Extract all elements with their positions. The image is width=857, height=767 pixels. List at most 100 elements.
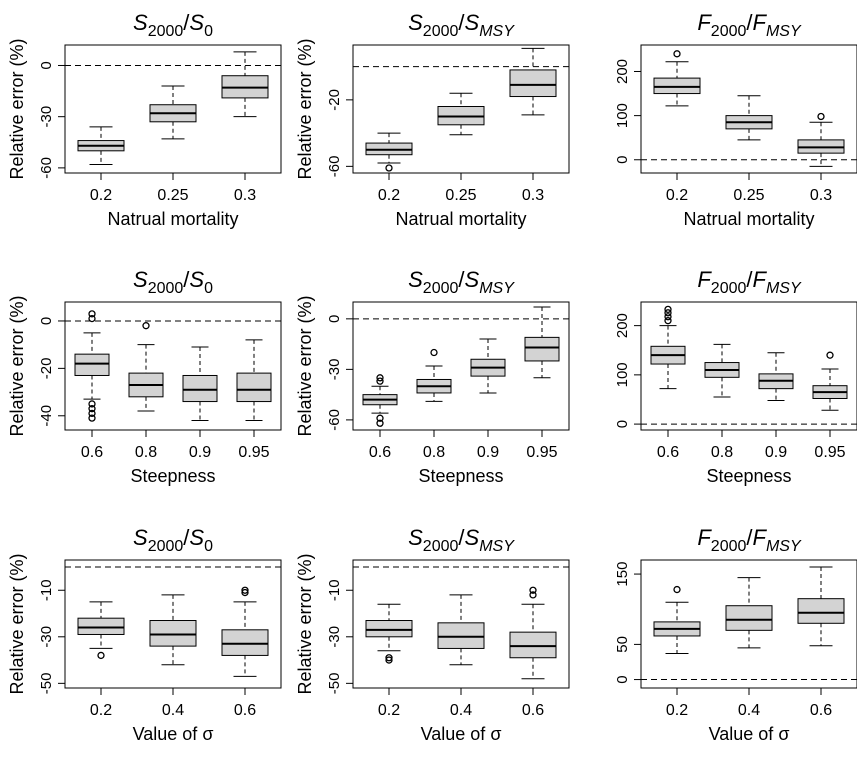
- y-tick-label: 100: [614, 103, 631, 128]
- x-tick-label: 0.4: [162, 702, 184, 719]
- title-sep: /: [183, 10, 190, 35]
- x-axis-label: Steepness: [418, 466, 503, 486]
- x-tick-label: 0.95: [238, 444, 269, 461]
- title-sub1: 2000: [148, 23, 184, 40]
- box-iqr: [437, 622, 485, 649]
- y-axis-label: Relative error (%): [295, 295, 315, 436]
- outlier-point: [241, 586, 249, 594]
- box-iqr: [524, 336, 560, 362]
- box-3: [236, 339, 272, 422]
- y-tick-label: -10: [326, 579, 343, 601]
- title-var: S: [408, 267, 423, 292]
- outlier-point: [529, 591, 537, 599]
- y-tick-label: 0: [614, 420, 631, 428]
- outlier-point: [241, 588, 249, 597]
- box-2: [509, 47, 557, 116]
- x-axis-label: Natrual mortality: [683, 209, 814, 229]
- y-axis-label: Relative error (%): [295, 38, 315, 179]
- outlier-point: [376, 414, 384, 422]
- box-iqr: [74, 353, 110, 376]
- title-var2: F: [753, 10, 768, 35]
- box-1: [704, 343, 740, 398]
- box-iqr: [77, 617, 125, 635]
- x-tick-label: 0.25: [733, 187, 764, 204]
- outlier-point: [529, 586, 537, 594]
- outlier-point: [88, 310, 96, 318]
- title-sep: /: [183, 267, 190, 292]
- panel-title: S2000/SMSY: [408, 267, 515, 297]
- title-sub2: MSY: [766, 280, 802, 297]
- box-iqr: [365, 620, 413, 638]
- title-var: S: [133, 10, 148, 35]
- title-var: F: [697, 525, 712, 550]
- y-axis-label: Relative error (%): [7, 553, 27, 694]
- box-0: [365, 603, 413, 664]
- x-axis-label-text: Steepness: [130, 466, 215, 486]
- title-var2: S: [189, 267, 204, 292]
- box-2: [221, 586, 269, 677]
- y-tick-label: -10: [38, 579, 55, 601]
- x-axis-label-text: Value of: [709, 724, 775, 744]
- x-tick-label: 0.3: [522, 187, 544, 204]
- outlier-point: [664, 305, 672, 314]
- x-tick-label: 0.2: [666, 702, 688, 719]
- outlier-point: [430, 348, 438, 357]
- y-tick-label: 0: [614, 156, 631, 164]
- y-tick-label: -50: [326, 673, 343, 695]
- title-sub2: 0: [204, 538, 213, 555]
- panel-title: F2000/FMSY: [697, 267, 802, 297]
- outlier-point: [88, 400, 96, 408]
- y-tick-label: -30: [326, 626, 343, 648]
- x-axis-label-text: Natrual mortality: [395, 209, 526, 229]
- y-tick-label: 150: [614, 562, 631, 587]
- title-sep: /: [746, 10, 753, 35]
- box-0: [77, 126, 125, 165]
- x-tick-label: 0.2: [90, 187, 112, 204]
- outlier-point: [664, 313, 672, 321]
- title-sub2: MSY: [479, 538, 515, 555]
- title-var: F: [697, 267, 712, 292]
- y-tick-label: -60: [38, 157, 55, 179]
- box-0: [365, 132, 413, 172]
- box-2: [182, 346, 218, 422]
- x-axis-label: Natrual mortality: [107, 209, 238, 229]
- x-tick-label: 0.9: [477, 444, 499, 461]
- x-tick-label: 0.6: [810, 702, 832, 719]
- title-sub1: 2000: [711, 23, 747, 40]
- outlier-point: [88, 414, 96, 422]
- title-sep: /: [746, 267, 753, 292]
- title-sub1: 2000: [423, 23, 459, 40]
- y-tick-label: 0: [38, 61, 55, 69]
- y-tick-label: 0: [326, 315, 343, 323]
- title-sub2: MSY: [766, 538, 802, 555]
- outlier-point: [385, 654, 393, 662]
- box-2: [797, 112, 845, 167]
- box-iqr: [653, 77, 701, 95]
- y-tick-label: 0: [38, 317, 55, 325]
- x-tick-label: 0.4: [738, 702, 760, 719]
- box-0: [650, 305, 686, 390]
- title-var: S: [408, 10, 423, 35]
- x-tick-label: 0.6: [522, 702, 544, 719]
- title-var: S: [133, 267, 148, 292]
- title-var2: S: [189, 525, 204, 550]
- y-tick-label: -50: [38, 673, 55, 695]
- box-iqr: [797, 598, 845, 624]
- title-sub2: MSY: [479, 23, 515, 40]
- outlier-point: [385, 164, 393, 172]
- y-tick-label: -60: [326, 409, 343, 431]
- y-tick-label: 0: [614, 675, 631, 683]
- panel-title: S2000/S0: [133, 267, 213, 297]
- y-tick-label: -20: [38, 358, 55, 380]
- outlier-point: [664, 309, 672, 317]
- plot-frame: [640, 44, 857, 174]
- x-axis-label-symbol: σ: [778, 724, 789, 744]
- box-iqr: [509, 631, 557, 659]
- title-var2: S: [465, 10, 480, 35]
- panel-title: F2000/FMSY: [697, 525, 802, 555]
- box-1: [725, 577, 773, 649]
- plot-frame: [64, 301, 282, 431]
- title-sub2: MSY: [479, 280, 515, 297]
